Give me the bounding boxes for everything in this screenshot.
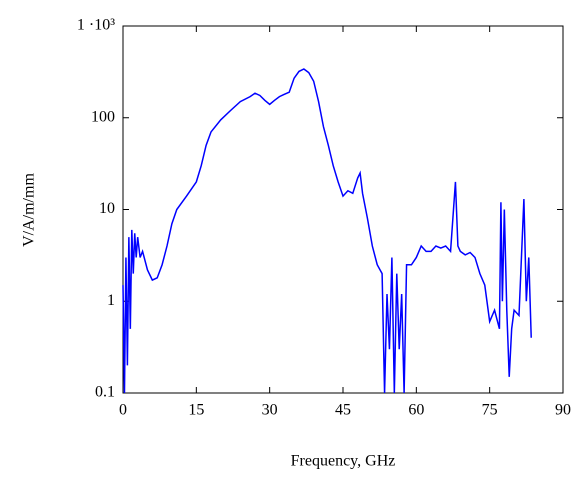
x-tick-label: 15 (188, 402, 204, 419)
y-tick-label: 0.1 (95, 384, 115, 401)
y-axis-label: V/A/m/mm (21, 173, 38, 247)
x-tick-label: 45 (335, 402, 351, 419)
y-tick-label: 1 ·10³ (77, 17, 115, 34)
x-tick-label: 75 (482, 402, 498, 419)
y-tick-label: 1 (107, 292, 115, 309)
y-tick-label: 100 (91, 108, 115, 125)
x-axis-label: Frequency, GHz (291, 453, 396, 470)
x-tick-label: 0 (119, 402, 127, 419)
x-tick-label: 30 (262, 402, 278, 419)
data-line (122, 68, 532, 394)
x-tick-label: 60 (408, 402, 424, 419)
y-tick-label: 10 (99, 200, 115, 217)
plot-frame (122, 25, 564, 394)
x-tick-label: 90 (555, 402, 571, 419)
